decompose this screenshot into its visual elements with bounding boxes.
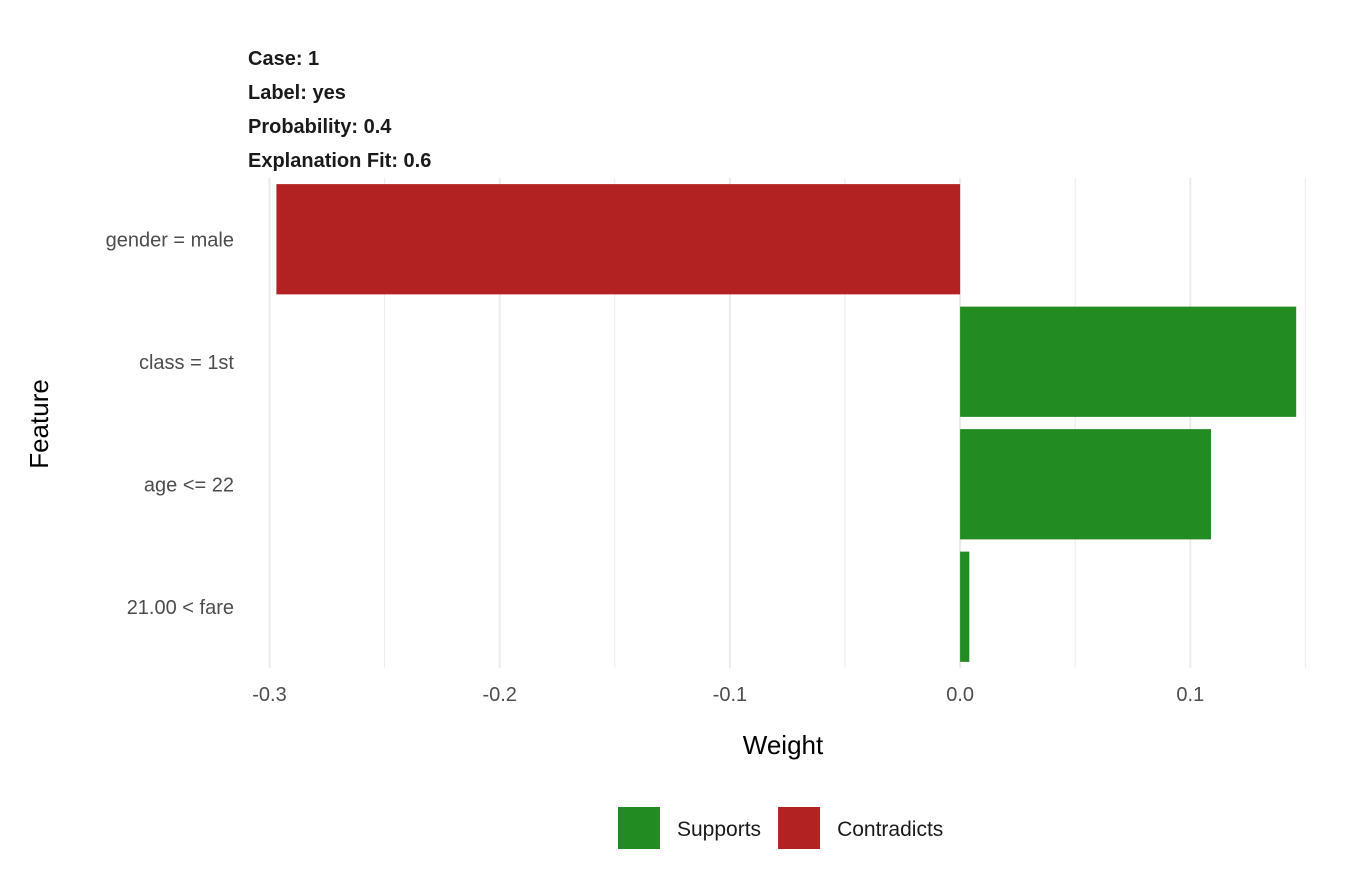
title-line: Explanation Fit: 0.6 xyxy=(248,150,431,172)
bar-gender-male xyxy=(276,184,961,295)
x-tick-label: -0.1 xyxy=(713,684,747,706)
legend-label-contradicts: Contradicts xyxy=(837,818,943,841)
legend-swatch-supports xyxy=(618,807,660,849)
chart-title: Case: 1 Label: yes Probability: 0.4 Explana… xyxy=(248,48,431,172)
x-axis-tick-labels: -0.3 -0.2 -0.1 0.0 0.1 xyxy=(252,684,1204,706)
bar-age-22 xyxy=(960,429,1212,540)
y-axis-title: Feature xyxy=(24,379,54,469)
legend-swatch-contradicts xyxy=(778,807,821,849)
title-line: Case: 1 xyxy=(248,48,319,70)
y-tick-label: age <= 22 xyxy=(144,474,234,496)
y-tick-label: class = 1st xyxy=(139,352,234,374)
chart-bars xyxy=(276,184,1297,662)
x-tick-label: 0.1 xyxy=(1176,684,1204,706)
y-tick-label: 21.00 < fare xyxy=(127,597,234,619)
x-tick-label: -0.2 xyxy=(482,684,516,706)
bar-class-1st xyxy=(960,306,1297,417)
x-tick-label: -0.3 xyxy=(252,684,286,706)
x-tick-label: 0.0 xyxy=(946,684,974,706)
legend-label-supports: Supports xyxy=(677,818,761,841)
bar-21-00-fare xyxy=(960,551,970,662)
title-line: Label: yes xyxy=(248,82,346,104)
title-line: Probability: 0.4 xyxy=(248,116,392,138)
y-axis-tick-labels: gender = male class = 1st age <= 22 21.00 <… xyxy=(106,229,235,619)
x-axis-title: Weight xyxy=(743,730,824,760)
y-tick-label: gender = male xyxy=(106,229,234,251)
chart-legend: Supports Contradicts xyxy=(618,807,943,849)
